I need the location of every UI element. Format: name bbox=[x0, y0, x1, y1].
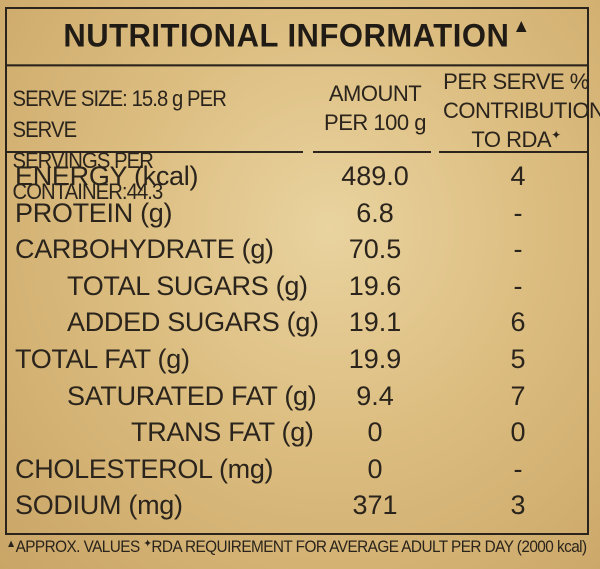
amount-per-100g: 9.4 bbox=[356, 380, 394, 411]
header-divider bbox=[439, 151, 589, 153]
footnote: ▲APPROX. VALUES ✦RDA REQUIREMENT FOR AVE… bbox=[6, 538, 587, 557]
serving-info: SERVE SIZE: 15.8 g PER SERVE SERVINGS PE… bbox=[7, 65, 283, 204]
nutrient-name: TOTAL SUGARS (g) bbox=[67, 270, 308, 301]
approx-values-note: APPROX. VALUES bbox=[15, 538, 141, 556]
rda-contribution: - bbox=[513, 453, 523, 484]
nutrient-name: CHOLESTEROL (mg) bbox=[15, 453, 274, 484]
table-row: TOTAL FAT (g) 19.9 5 bbox=[7, 341, 587, 378]
amount-per-100g: 371 bbox=[352, 490, 398, 521]
amount-per-100g: 70.5 bbox=[348, 234, 402, 265]
rda-mark-icon: ✦ bbox=[551, 128, 561, 142]
nutrition-panel: NUTRITIONAL INFORMATION ▲ SERVE SIZE: 15.… bbox=[5, 7, 600, 535]
amount-per-100g: 19.6 bbox=[348, 270, 402, 301]
rda-header-line1: PER SERVE % bbox=[443, 69, 589, 94]
nutrient-name: TRANS FAT (g) bbox=[131, 417, 314, 448]
header-divider bbox=[313, 151, 431, 153]
serve-size: SERVE SIZE: 15.8 g PER SERVE bbox=[12, 86, 227, 142]
rda-mark-icon: ✦ bbox=[143, 538, 152, 550]
nutrient-table: ENERGY (kcal) 489.0 4 PROTEIN (g) 6.8 - … bbox=[7, 158, 587, 524]
amount-per-100g: 6.8 bbox=[356, 197, 394, 228]
rda-contribution: 6 bbox=[510, 307, 526, 338]
header-divider bbox=[7, 151, 303, 153]
table-row: TRANS FAT (g) 0 0 bbox=[7, 414, 587, 451]
table-row: TOTAL SUGARS (g) 19.6 - bbox=[7, 268, 587, 305]
rda-header-line2: CONTRIBUTION bbox=[443, 98, 600, 123]
approx-mark-icon: ▲ bbox=[6, 538, 16, 550]
rda-contribution: 7 bbox=[510, 380, 526, 411]
nutrient-name: SATURATED FAT (g) bbox=[67, 380, 317, 411]
amount-per-100g: 0 bbox=[367, 417, 383, 448]
amount-header-line2: PER 100 g bbox=[324, 110, 426, 135]
rda-contribution: 3 bbox=[510, 490, 526, 521]
table-row: SODIUM (mg) 371 3 bbox=[7, 487, 587, 524]
rda-contribution: 5 bbox=[510, 343, 526, 374]
title-text: NUTRITIONAL INFORMATION bbox=[63, 17, 510, 54]
amount-per-100g: 19.9 bbox=[348, 343, 402, 374]
approx-mark-icon: ▲ bbox=[512, 14, 531, 36]
rda-requirement-note: RDA REQUIREMENT FOR AVERAGE ADULT PER DA… bbox=[151, 538, 587, 556]
table-row: ENERGY (kcal) 489.0 4 bbox=[7, 158, 587, 195]
rda-contribution: 0 bbox=[510, 417, 526, 448]
amount-per-100g: 0 bbox=[367, 453, 383, 484]
nutrient-name: SODIUM (mg) bbox=[15, 490, 183, 521]
table-row: PROTEIN (g) 6.8 - bbox=[7, 195, 587, 232]
table-row: SATURATED FAT (g) 9.4 7 bbox=[7, 378, 587, 415]
rda-contribution: - bbox=[513, 270, 523, 301]
nutrient-name: CARBOHYDRATE (g) bbox=[15, 234, 274, 265]
nutrient-name: PROTEIN (g) bbox=[15, 197, 173, 228]
amount-per-100g: 489.0 bbox=[341, 161, 409, 191]
rda-contribution: - bbox=[513, 197, 523, 228]
table-row: ADDED SUGARS (g) 19.1 6 bbox=[7, 304, 587, 341]
table-row: CHOLESTEROL (mg) 0 - bbox=[7, 451, 587, 488]
nutrient-name: ENERGY (kcal) bbox=[15, 161, 199, 191]
amount-column-header: AMOUNT PER 100 g bbox=[307, 65, 443, 151]
amount-per-100g: 19.1 bbox=[348, 307, 402, 338]
panel-title: NUTRITIONAL INFORMATION ▲ bbox=[7, 8, 587, 67]
rda-column-header: PER SERVE % CONTRIBUTION TO RDA✦ bbox=[443, 65, 600, 152]
table-row: CARBOHYDRATE (g) 70.5 - bbox=[7, 231, 587, 268]
amount-header-line1: AMOUNT bbox=[328, 81, 422, 106]
rda-contribution: 4 bbox=[510, 161, 526, 191]
rda-contribution: - bbox=[513, 234, 523, 265]
nutrient-name: TOTAL FAT (g) bbox=[15, 343, 190, 374]
rda-header-line3: TO RDA bbox=[471, 127, 552, 152]
nutrient-name: ADDED SUGARS (g) bbox=[67, 307, 319, 338]
